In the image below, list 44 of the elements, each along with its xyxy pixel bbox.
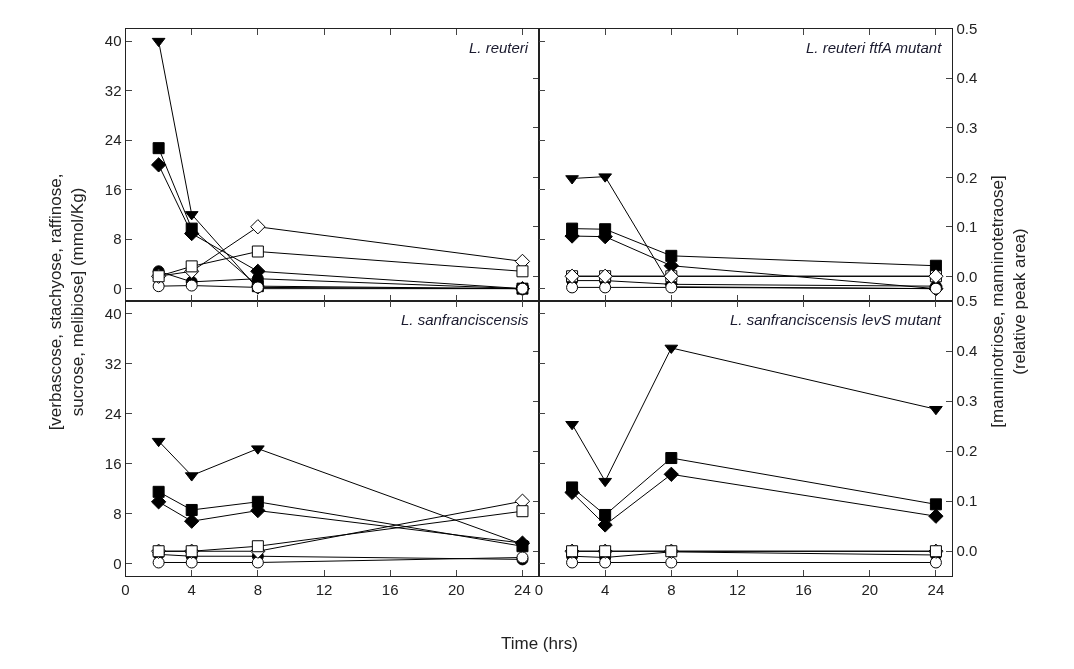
x-axis-title: Time (hrs) <box>501 634 578 653</box>
y-tick-label: 8 <box>113 504 122 522</box>
y2-tick-label: 0.4 <box>956 69 978 87</box>
y2-tick-label: 0.2 <box>956 442 978 460</box>
x-tick-label: 12 <box>315 581 333 599</box>
x-tick-label: 4 <box>600 581 610 599</box>
y2-tick-label: 0.5 <box>956 292 978 310</box>
y2-tick-label: 0.0 <box>956 267 978 285</box>
x-tick-label: 8 <box>667 581 676 599</box>
y2-tick-label: 0.2 <box>956 168 978 186</box>
x-tick-label: 20 <box>861 581 879 599</box>
x-tick-label: 24 <box>514 581 531 599</box>
text: L. reuteri ftfA mutant <box>806 39 943 56</box>
x-tick-label: 16 <box>381 581 399 599</box>
y-tick-label: 24 <box>104 404 122 422</box>
x-tick-label: 24 <box>927 581 945 599</box>
y-axis-title: [verbascose, stachyose, raffinose, sucrose, melibiose] (mmol/Kg) <box>46 173 88 431</box>
x-tick-label: 12 <box>729 581 746 599</box>
y2-tick-label: 0.4 <box>956 342 978 360</box>
y-tick-label: 16 <box>104 180 122 198</box>
y2-tick-label: 0.5 <box>956 19 978 37</box>
y-tick-label: 16 <box>104 454 122 472</box>
y-tick-label: 32 <box>104 81 122 99</box>
y-tick-label: 32 <box>104 354 122 372</box>
x-tick-label: 20 <box>447 581 465 599</box>
y-tick-label: 0 <box>113 555 122 573</box>
y2-tick-label: 0.1 <box>956 492 978 510</box>
x-tick-label: 8 <box>253 581 263 599</box>
y-tick-label: 40 <box>104 32 122 50</box>
y-tick-label: 24 <box>104 131 122 149</box>
y2-tick-label: 0.3 <box>956 392 978 410</box>
y2-tick-label: 0.3 <box>956 118 978 136</box>
y2-axis-title: [manninotriose, manninotetraose] (relative peak area) <box>987 175 1029 428</box>
y2-tick-label: 0.1 <box>956 218 978 236</box>
text: L. reuteri <box>469 39 529 56</box>
text: L. sanfranciscensis <box>401 311 530 328</box>
y-tick-label: 40 <box>104 304 122 322</box>
y-tick-label: 0 <box>113 279 122 297</box>
x-tick-label: 4 <box>187 581 196 599</box>
x-tick-label: 16 <box>795 581 812 599</box>
text: L. sanfranciscensis levS mutant <box>730 311 942 328</box>
y2-tick-label: 0.0 <box>956 542 978 560</box>
y-tick-label: 8 <box>113 230 122 248</box>
x-tick-label: 0 <box>534 581 544 599</box>
